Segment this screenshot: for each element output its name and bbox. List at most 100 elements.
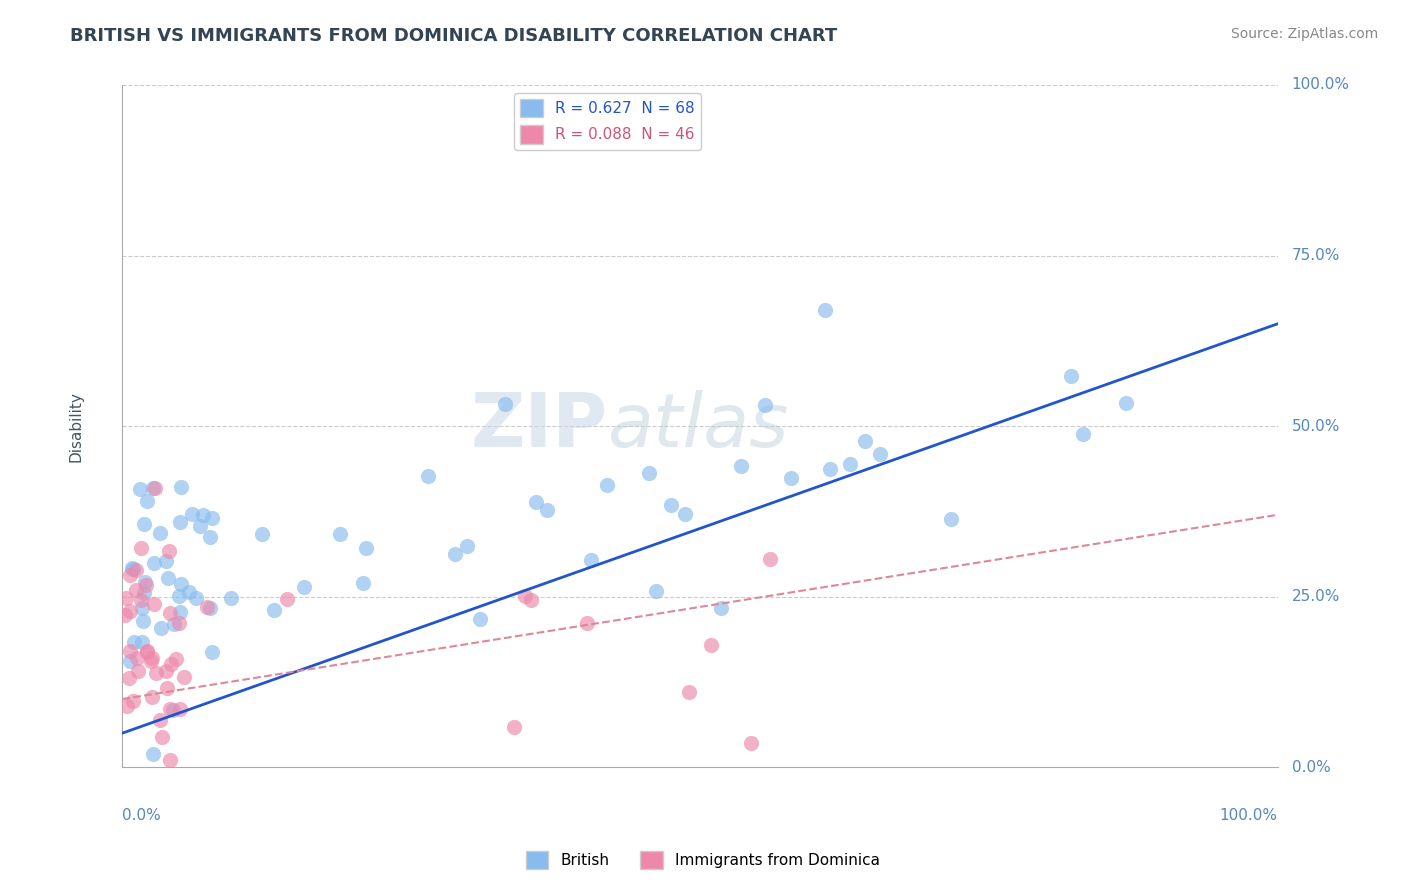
- Point: [121, 694, 143, 708]
- Point: [513, 590, 536, 604]
- Point: [418, 469, 440, 483]
- Point: [468, 612, 491, 626]
- Point: [129, 482, 152, 496]
- Point: [118, 567, 141, 582]
- Point: [221, 591, 243, 605]
- Point: [456, 539, 478, 553]
- Point: [132, 615, 155, 629]
- Point: [191, 508, 214, 523]
- Point: [156, 571, 179, 585]
- Point: [165, 652, 187, 666]
- Point: [159, 657, 181, 672]
- Point: [276, 591, 298, 606]
- Point: [200, 530, 222, 544]
- Point: [149, 622, 172, 636]
- Point: [131, 635, 153, 649]
- Point: [201, 510, 224, 524]
- Point: [143, 556, 166, 570]
- Point: [659, 498, 682, 512]
- Point: [122, 634, 145, 648]
- Point: [180, 507, 202, 521]
- Point: [201, 645, 224, 659]
- Point: [155, 554, 177, 568]
- Point: [132, 517, 155, 532]
- Point: [118, 654, 141, 668]
- Text: 25.0%: 25.0%: [1292, 590, 1340, 604]
- Text: 0.0%: 0.0%: [122, 808, 162, 823]
- Point: [169, 701, 191, 715]
- Point: [352, 576, 374, 591]
- Point: [1115, 395, 1137, 409]
- Point: [142, 482, 165, 496]
- Point: [188, 519, 211, 533]
- Point: [596, 478, 619, 492]
- Point: [129, 593, 152, 607]
- Text: ZIP: ZIP: [471, 390, 607, 463]
- Point: [814, 303, 837, 318]
- Point: [127, 664, 149, 678]
- Point: [115, 699, 138, 714]
- Point: [114, 607, 136, 622]
- Point: [136, 645, 159, 659]
- Point: [494, 397, 516, 411]
- Point: [115, 591, 138, 605]
- Point: [134, 575, 156, 590]
- Point: [173, 670, 195, 684]
- Point: [575, 616, 598, 631]
- Point: [730, 458, 752, 473]
- Point: [125, 582, 148, 597]
- Point: [118, 604, 141, 618]
- Text: 50.0%: 50.0%: [1292, 418, 1340, 434]
- Point: [263, 603, 285, 617]
- Point: [536, 503, 558, 517]
- Point: [195, 600, 218, 615]
- Point: [186, 591, 208, 605]
- Point: [159, 544, 181, 558]
- Point: [740, 736, 762, 750]
- Text: 0.0%: 0.0%: [1292, 760, 1330, 775]
- Point: [162, 617, 184, 632]
- Point: [132, 586, 155, 600]
- Point: [250, 527, 273, 541]
- Point: [162, 703, 184, 717]
- Text: BRITISH VS IMMIGRANTS FROM DOMINICA DISABILITY CORRELATION CHART: BRITISH VS IMMIGRANTS FROM DOMINICA DISA…: [70, 27, 838, 45]
- Point: [939, 512, 962, 526]
- Point: [520, 592, 543, 607]
- Point: [1060, 368, 1083, 383]
- Point: [122, 562, 145, 576]
- Point: [142, 598, 165, 612]
- Point: [579, 553, 602, 567]
- Point: [699, 638, 721, 652]
- Text: Source: ZipAtlas.com: Source: ZipAtlas.com: [1230, 27, 1378, 41]
- Point: [673, 507, 696, 521]
- Point: [139, 654, 162, 668]
- Legend: R = 0.627  N = 68, R = 0.088  N = 46: R = 0.627 N = 68, R = 0.088 N = 46: [515, 93, 702, 150]
- Legend: British, Immigrants from Dominica: British, Immigrants from Dominica: [519, 845, 887, 875]
- Point: [125, 563, 148, 577]
- Point: [142, 747, 165, 761]
- Text: 100.0%: 100.0%: [1220, 808, 1278, 823]
- Point: [818, 461, 841, 475]
- Text: 75.0%: 75.0%: [1292, 248, 1340, 263]
- Point: [159, 702, 181, 716]
- Point: [354, 541, 377, 556]
- Point: [141, 690, 163, 705]
- Point: [179, 585, 201, 599]
- Point: [159, 754, 181, 768]
- Point: [170, 577, 193, 591]
- Point: [759, 551, 782, 566]
- Point: [200, 601, 222, 615]
- Point: [294, 580, 316, 594]
- Point: [1071, 426, 1094, 441]
- Point: [502, 719, 524, 733]
- Point: [145, 481, 167, 495]
- Point: [444, 547, 467, 561]
- Point: [170, 480, 193, 494]
- Point: [853, 434, 876, 448]
- Point: [638, 466, 661, 480]
- Point: [149, 525, 172, 540]
- Point: [524, 495, 547, 509]
- Point: [329, 527, 352, 541]
- Point: [839, 458, 862, 472]
- Point: [169, 589, 191, 603]
